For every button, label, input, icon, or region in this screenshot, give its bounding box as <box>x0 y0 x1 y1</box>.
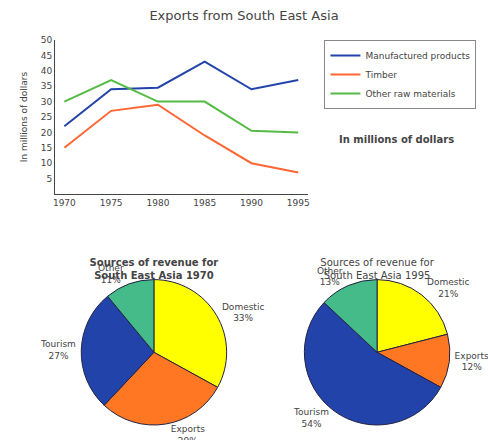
svg-text:Domestic21%: Domestic21% <box>427 277 469 299</box>
svg-text:Timber: Timber <box>364 70 397 80</box>
svg-text:1980: 1980 <box>146 198 169 208</box>
svg-text:40: 40 <box>41 66 53 76</box>
svg-text:Tourism27%: Tourism27% <box>40 339 76 361</box>
svg-text:Sources of revenue forSouth Ea: Sources of revenue forSouth East Asia 19… <box>90 257 219 281</box>
svg-text:In millions of dollars: In millions of dollars <box>339 134 454 145</box>
svg-text:Exports12%: Exports12% <box>455 351 488 373</box>
svg-text:Tourism54%: Tourism54% <box>293 407 329 429</box>
svg-text:20: 20 <box>41 128 53 138</box>
svg-text:15: 15 <box>41 143 52 153</box>
svg-text:1985: 1985 <box>193 198 216 208</box>
svg-text:1970: 1970 <box>53 198 76 208</box>
svg-text:Sources of revenue forSouth Ea: Sources of revenue forSouth East Asia 19… <box>320 257 434 281</box>
svg-text:25: 25 <box>41 112 52 122</box>
svg-text:1995: 1995 <box>287 198 310 208</box>
svg-text:50: 50 <box>41 35 53 45</box>
svg-text:35: 35 <box>41 81 52 91</box>
svg-text:1990: 1990 <box>240 198 263 208</box>
svg-text:1975: 1975 <box>100 198 123 208</box>
svg-text:5: 5 <box>46 174 52 184</box>
svg-text:Other13%: Other13% <box>317 266 343 288</box>
svg-text:Manufactured products: Manufactured products <box>365 51 470 61</box>
svg-text:Exports29%: Exports29% <box>171 424 205 440</box>
svg-text:Exports from South East Asia: Exports from South East Asia <box>149 8 338 23</box>
svg-text:Other raw materials: Other raw materials <box>365 89 455 99</box>
svg-text:Domestic33%: Domestic33% <box>222 302 264 324</box>
svg-text:In millions of dollars: In millions of dollars <box>19 71 29 162</box>
svg-text:Other11%: Other11% <box>98 263 124 285</box>
svg-text:45: 45 <box>41 51 52 61</box>
svg-text:30: 30 <box>41 97 53 107</box>
svg-text:10: 10 <box>41 158 53 168</box>
